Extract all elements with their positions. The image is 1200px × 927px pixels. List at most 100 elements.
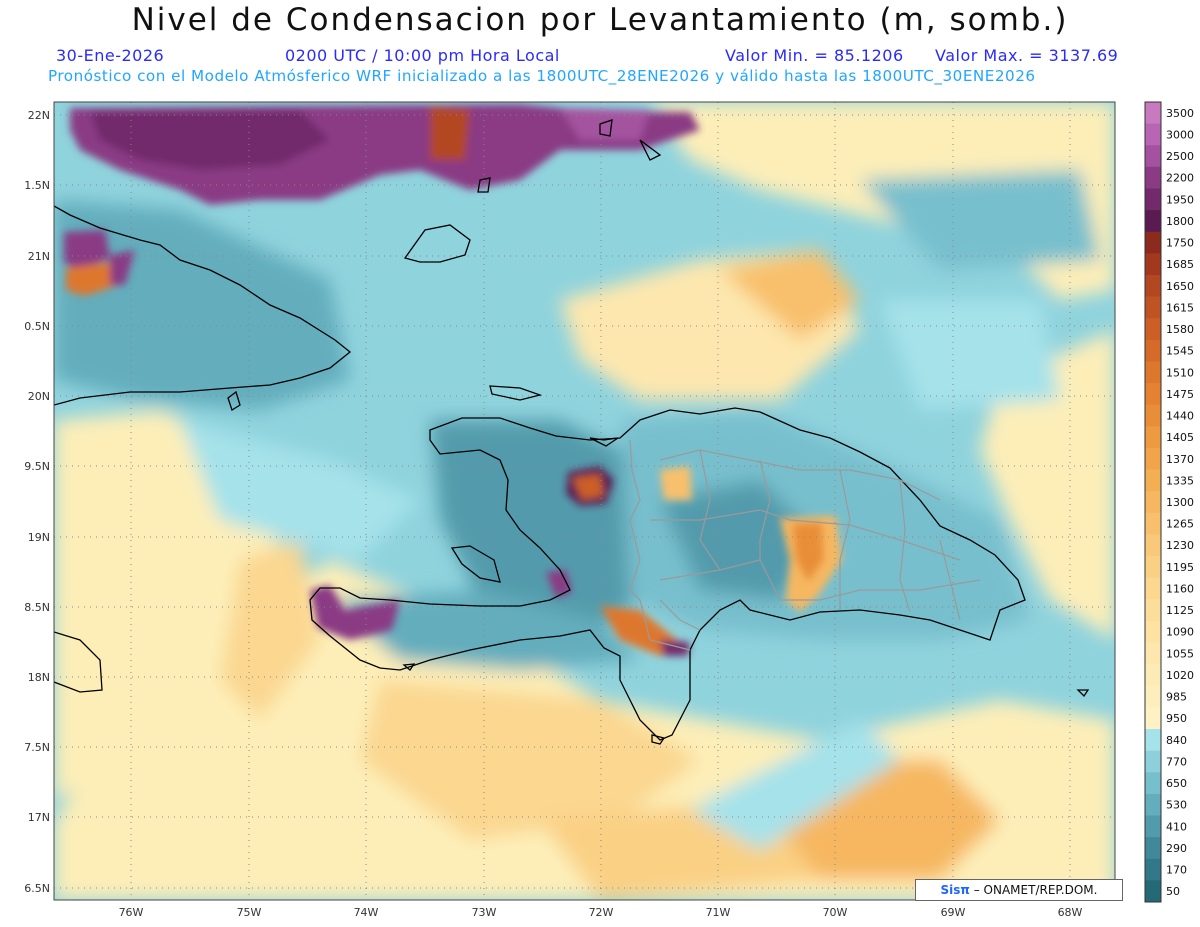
colorbar-label: 1335 xyxy=(1166,474,1194,487)
colorbar-label: 1545 xyxy=(1166,345,1194,358)
colorbar-swatch xyxy=(1145,491,1161,514)
colorbar-swatch xyxy=(1145,534,1161,557)
colorbar-swatch xyxy=(1145,880,1161,903)
colorbar-label: 1750 xyxy=(1166,237,1194,250)
colorbar-label: 1195 xyxy=(1166,561,1194,574)
colorbar-swatch xyxy=(1145,469,1161,492)
colorbar-label: 1125 xyxy=(1166,604,1194,617)
lat-label: 8.5N xyxy=(24,601,50,614)
colorbar-swatch xyxy=(1145,664,1161,687)
lon-label: 75W xyxy=(237,906,262,919)
colorbar-swatch xyxy=(1145,512,1161,535)
colorbar-label: 650 xyxy=(1166,777,1187,790)
colorbar-swatch xyxy=(1145,296,1161,319)
map-frame xyxy=(53,101,1116,901)
colorbar-label: 1800 xyxy=(1166,215,1194,228)
model-info: Pronóstico con el Modelo Atmósferico WRF… xyxy=(48,67,1036,85)
colorbar-label: 950 xyxy=(1166,712,1187,725)
lon-label: 74W xyxy=(354,906,379,919)
colorbar-swatch xyxy=(1145,253,1161,276)
lat-label: 20N xyxy=(28,390,50,403)
lon-label: 69W xyxy=(941,906,966,919)
colorbar-swatch xyxy=(1145,361,1161,384)
coastlines xyxy=(54,119,1090,745)
colorbar-swatch xyxy=(1145,685,1161,708)
forecast-date: 30-Ene-2026 xyxy=(56,46,165,65)
colorbar-label: 1020 xyxy=(1166,669,1194,682)
lon-label: 72W xyxy=(589,906,614,919)
lat-label: 19N xyxy=(28,531,50,544)
colorbar-frame xyxy=(1144,101,1162,903)
colorbar-swatch xyxy=(1145,166,1161,189)
colorbar-swatch xyxy=(1145,102,1161,125)
colorbar-label: 1615 xyxy=(1166,301,1194,314)
lat-label: 17N xyxy=(28,811,50,824)
lon-label: 70W xyxy=(823,906,848,919)
colorbar-label: 1685 xyxy=(1166,258,1194,271)
colorbar-swatch xyxy=(1145,404,1161,427)
max-value: Valor Max. = 3137.69 xyxy=(935,46,1119,65)
colorbar-swatch xyxy=(1145,274,1161,298)
colorbar-swatch xyxy=(1145,772,1161,795)
colorbar-label: 770 xyxy=(1166,755,1187,768)
min-value: Valor Min. = 85.1206 xyxy=(725,46,904,65)
colorbar-label: 1230 xyxy=(1166,539,1194,552)
colorbar-swatch xyxy=(1145,729,1161,752)
lat-label: 18N xyxy=(28,671,50,684)
colorbar-swatch xyxy=(1145,815,1161,838)
colorbar-label: 985 xyxy=(1166,691,1187,704)
colorbar-label: 1405 xyxy=(1166,431,1194,444)
colorbar-swatch xyxy=(1145,577,1161,600)
colorbar-swatch xyxy=(1145,145,1161,168)
lat-label: 1.5N xyxy=(24,179,50,192)
colorbar-swatch xyxy=(1145,620,1161,644)
forecast-time: 0200 UTC / 10:00 pm Hora Local xyxy=(285,46,560,65)
colorbar-swatch xyxy=(1145,793,1161,817)
colorbar-label: 1580 xyxy=(1166,323,1194,336)
latitude-labels: 22N 1.5N 21N 0.5N 20N 9.5N 19N 8.5N 18N … xyxy=(24,109,50,895)
colorbar-label: 1475 xyxy=(1166,388,1194,401)
map-field xyxy=(54,102,1115,900)
lon-label: 76W xyxy=(119,906,144,919)
colorbar-label: 170 xyxy=(1166,864,1187,877)
lon-label: 68W xyxy=(1058,906,1083,919)
colorbar-label: 1370 xyxy=(1166,453,1194,466)
colorbar-swatch xyxy=(1145,188,1161,211)
colorbar-label: 2500 xyxy=(1166,150,1194,163)
colorbar-label: 50 xyxy=(1166,885,1180,898)
colorbar-swatch xyxy=(1145,837,1161,860)
lon-label: 73W xyxy=(472,906,497,919)
colorbar-label: 530 xyxy=(1166,799,1187,812)
colorbar-label: 840 xyxy=(1166,734,1187,747)
colorbar: 3500 3000 2500 2200 1950 1800 1750 1685 1650 1615… xyxy=(1144,101,1194,903)
colorbar-swatch xyxy=(1145,556,1161,579)
credit-text: – ONAMET/REP.DOM. xyxy=(969,883,1098,897)
colorbar-label: 290 xyxy=(1166,842,1187,855)
colorbar-swatch xyxy=(1145,318,1161,341)
province-borders xyxy=(629,439,981,651)
colorbar-swatch xyxy=(1145,642,1161,665)
colorbar-swatch xyxy=(1145,750,1161,773)
colorbar-swatch xyxy=(1145,339,1161,362)
colorbar-label: 3500 xyxy=(1166,107,1194,120)
longitude-labels: 76W 75W 74W 73W 72W 71W 70W 69W 68W xyxy=(119,906,1083,919)
colorbar-swatch xyxy=(1145,231,1161,254)
colorbar-label: 1265 xyxy=(1166,518,1194,531)
colorbar-label: 1300 xyxy=(1166,496,1194,509)
colorbar-swatch xyxy=(1145,210,1161,233)
colorbar-label: 2200 xyxy=(1166,172,1194,185)
colorbar-label: 1160 xyxy=(1166,582,1194,595)
lat-label: 0.5N xyxy=(24,320,50,333)
colorbar-swatch xyxy=(1145,447,1161,471)
colorbar-label: 1055 xyxy=(1166,647,1194,660)
colorbar-swatch xyxy=(1145,383,1161,406)
lon-label: 71W xyxy=(706,906,731,919)
lat-label: 9.5N xyxy=(24,460,50,473)
map-title: Nivel de Condensacion por Levantamiento … xyxy=(131,2,1069,38)
colorbar-swatch xyxy=(1145,707,1161,730)
colorbar-label: 1510 xyxy=(1166,366,1194,379)
lat-label: 7.5N xyxy=(24,741,50,754)
colorbar-label: 1090 xyxy=(1166,626,1194,639)
colorbar-swatch xyxy=(1145,599,1161,622)
